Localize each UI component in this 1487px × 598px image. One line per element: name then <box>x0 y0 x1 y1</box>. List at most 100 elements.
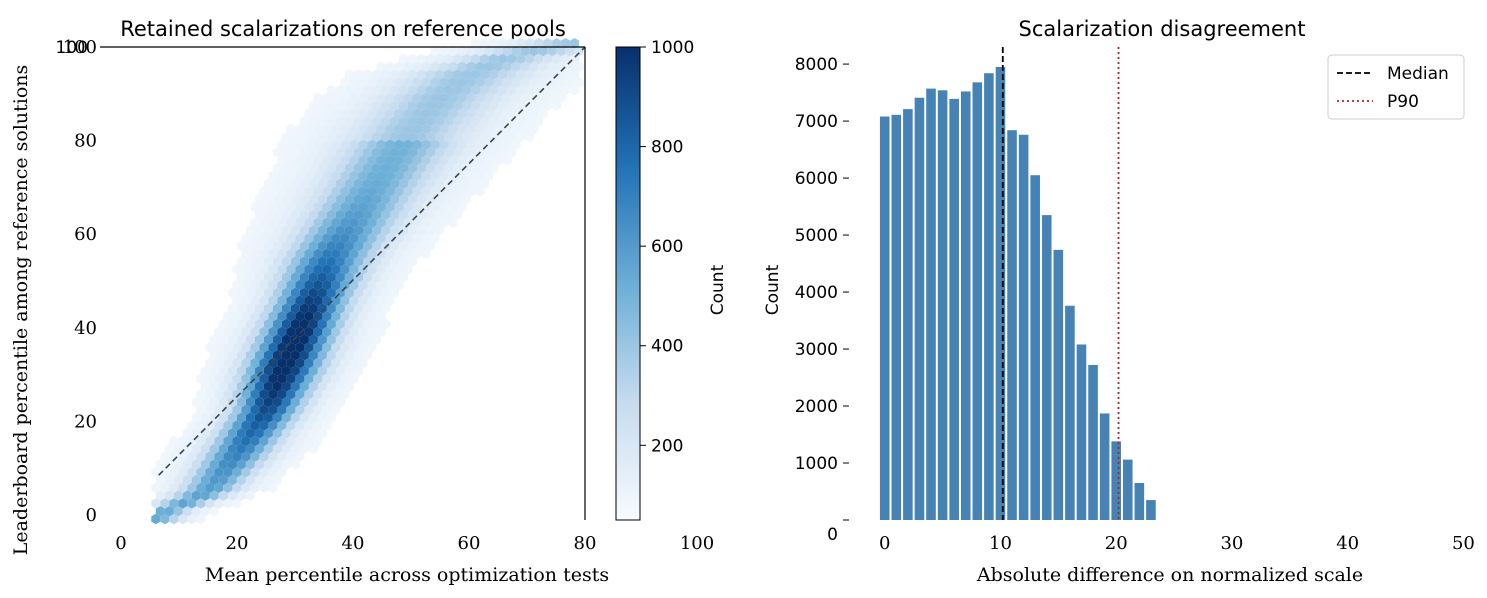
hexbin-cell <box>313 404 323 415</box>
hexbin-cell <box>376 186 386 197</box>
hexbin-cell <box>209 428 219 439</box>
hexbin-cell <box>426 84 435 96</box>
hexbin-cell <box>295 279 305 291</box>
histogram-x-tick-label: 0 <box>879 533 890 554</box>
hexbin-cell <box>448 123 458 135</box>
hexbin-cell <box>403 264 413 275</box>
histogram-bar <box>1146 500 1156 520</box>
hexbin-cell <box>349 201 359 213</box>
hexbin-cell <box>286 248 296 259</box>
hexbin-cell <box>493 155 503 166</box>
hexbin-cell <box>466 108 476 119</box>
hexbin-cell <box>326 303 336 314</box>
hexbin-cell <box>277 326 287 337</box>
hexbin-cell <box>484 45 494 57</box>
hexbin-cell <box>196 389 206 400</box>
hexbin-cell <box>277 451 287 462</box>
hexbin-cell <box>317 131 327 142</box>
hexbin-cell <box>322 420 332 431</box>
hexbin-cell <box>317 240 327 252</box>
colorbar-ticks: 200 400 600 800 1000 <box>640 38 694 456</box>
hexbin-cell <box>308 194 318 205</box>
histogram-bar <box>984 73 994 521</box>
hexbin-cell <box>399 100 408 111</box>
hexbin-cell <box>218 334 228 345</box>
hexbin-cell <box>272 147 282 158</box>
hexbin-cell <box>552 84 562 96</box>
hexbin-cell <box>322 139 332 150</box>
hexbin-cell <box>430 61 440 72</box>
hexbin-cell <box>353 225 363 236</box>
hexbin-cell <box>534 116 544 127</box>
hexbin-cell <box>304 342 314 353</box>
hexbin-cell <box>223 389 233 400</box>
histogram-bar <box>1018 134 1029 520</box>
hexbin-cell <box>381 272 390 283</box>
hexbin-cell <box>412 248 422 259</box>
hexbin-cell <box>453 131 462 142</box>
hexbin-cell <box>196 513 206 525</box>
hexbin-cell <box>290 131 300 142</box>
hexbin-cell <box>317 272 327 283</box>
hexbin-cell <box>299 396 309 408</box>
hexbin-cell <box>277 170 287 181</box>
hexbin-cell <box>308 272 318 283</box>
hexbin-cell <box>173 443 183 454</box>
hexbin-cell <box>227 318 237 330</box>
hexbin-cell <box>489 84 499 96</box>
hexbin-cell <box>516 53 526 64</box>
hexbin-cell <box>232 389 242 400</box>
hexbin-cell <box>214 482 224 493</box>
hexbin-cell <box>453 178 462 189</box>
hexbin-cell <box>353 100 363 111</box>
histogram-x-tick-label: 20 <box>1105 533 1128 554</box>
hexbin-cell <box>209 506 219 517</box>
hexbin-x-tick-label: 60 <box>458 533 481 554</box>
hexbin-cell <box>263 318 273 330</box>
hexbin-cell <box>196 420 206 431</box>
hexbin-cell <box>421 77 431 88</box>
hexbin-cell <box>439 139 449 150</box>
hexbin-cell <box>317 178 327 189</box>
hexbin-cell <box>313 373 323 384</box>
hexbin-cell <box>263 428 273 439</box>
hexbin-cell <box>498 53 508 64</box>
hexbin-cell <box>304 435 314 447</box>
hexbin-cell <box>349 357 359 369</box>
hexbin-cell <box>286 217 296 228</box>
hexbin-cell <box>448 92 458 103</box>
hexbin-cell <box>245 350 255 361</box>
hexbin-cell <box>308 412 318 423</box>
hexbin-cell <box>250 326 260 337</box>
colorbar-tick-label: 1000 <box>651 38 694 58</box>
hexbin-cell <box>507 53 517 64</box>
histogram-bar <box>972 82 983 521</box>
hexbin-cell <box>317 194 327 205</box>
hexbin-cell <box>399 69 408 80</box>
hexbin-cell <box>281 303 291 314</box>
hexbin-cell <box>466 45 476 57</box>
hexbin-cell <box>326 350 336 361</box>
hexbin-cell <box>376 217 386 228</box>
hexbin-cell <box>511 123 521 135</box>
hexbin-cell <box>218 381 228 392</box>
hexbin-cell <box>358 92 368 103</box>
hexbin-cell <box>304 326 314 337</box>
hexbin-cell <box>358 123 368 135</box>
hexbin-cell <box>268 217 278 228</box>
hexbin-cell <box>313 233 323 244</box>
hexbin-cell <box>534 38 544 49</box>
hexbin-cell <box>164 443 174 454</box>
hexbin-cell <box>299 240 309 252</box>
hexbin-cell <box>277 420 287 431</box>
hexbin-cell <box>263 474 273 486</box>
hexbin-cell <box>268 404 278 415</box>
hexbin-cell <box>399 178 408 189</box>
hexbin-x-tick-label: 40 <box>342 533 365 554</box>
hexbin-cell <box>349 108 359 119</box>
hexbin-cell <box>232 435 242 447</box>
hexbin-cell <box>317 225 327 236</box>
hexbin-cell <box>426 194 435 205</box>
hexbin-cell <box>498 38 508 49</box>
